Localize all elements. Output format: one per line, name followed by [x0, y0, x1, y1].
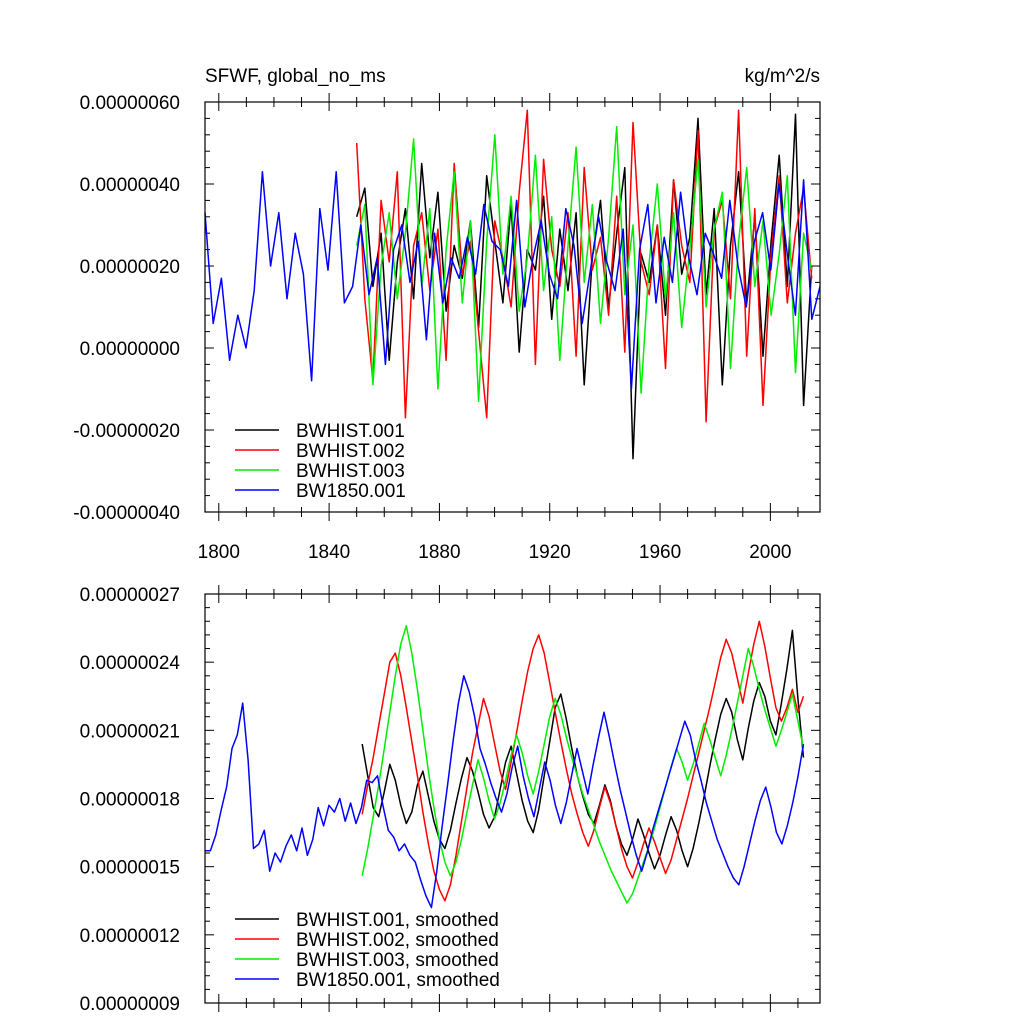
y-tick-label: 0.00000018: [80, 790, 180, 811]
y-tick-label: 0.00000024: [80, 653, 181, 674]
y-tick-label: 0.00000060: [80, 93, 180, 114]
legend-label-4: BW1850.001: [296, 481, 406, 502]
top-y-axis: 0.00000060 0.00000040 0.00000020 0.00000000…: [73, 93, 820, 524]
x-tick-label: 1840: [308, 542, 350, 563]
legend-label-3: BWHIST.003, smoothed: [296, 950, 499, 971]
legend-label-2: BWHIST.002, smoothed: [296, 930, 499, 951]
x-tick-label: 1960: [639, 542, 681, 563]
legend-label-1: BWHIST.001, smoothed: [296, 910, 499, 931]
legend-label-3: BWHIST.003: [296, 461, 405, 482]
y-tick-label: 0.00000009: [80, 994, 180, 1015]
series-line-4: [204, 170, 821, 390]
legend-label-1: BWHIST.001: [296, 421, 405, 442]
top-panel-units: kg/m^2/s: [745, 66, 820, 87]
y-tick-label: 0.00000000: [80, 339, 180, 360]
y-tick-label: 0.00000015: [80, 858, 180, 879]
top-x-axis: 1800 1840 1880 1920 1960 2000: [198, 93, 799, 563]
top-series-group: [204, 109, 821, 460]
top-panel: SFWF, global_no_ms kg/m^2/s 0.000000600.…: [73, 66, 821, 563]
top-plot-frame: [204, 101, 821, 513]
x-tick-label: 1800: [198, 542, 240, 563]
y-tick-label: 0.00000012: [80, 926, 180, 947]
y-tick-label: 0.00000040: [80, 175, 180, 196]
legend-label-2: BWHIST.002: [296, 441, 405, 462]
series-line-3: [361, 625, 805, 904]
bottom-series-group: [205, 620, 805, 909]
legend-label-4: BW1850.001, smoothed: [296, 970, 500, 991]
y-tick-label: -0.00000040: [73, 503, 180, 524]
y-tick-label: 0.00000021: [80, 721, 180, 742]
y-tick-label: 0.00000020: [80, 257, 180, 278]
series-line-1: [355, 113, 813, 460]
series-line-4: [205, 675, 805, 909]
top-panel-title: SFWF, global_no_ms: [205, 66, 386, 87]
x-tick-label: 2000: [749, 542, 791, 563]
bottom-panel: 0.00000027 0.00000024 0.00000021 0.00000018…: [80, 585, 821, 1015]
bottom-plot-frame: [204, 593, 821, 1004]
bottom-x-axis: [218, 585, 799, 1012]
y-tick-label: -0.00000020: [73, 421, 180, 442]
x-tick-label: 1880: [418, 542, 460, 563]
x-tick-label: 1920: [529, 542, 571, 563]
y-tick-label: 0.00000027: [80, 585, 180, 606]
